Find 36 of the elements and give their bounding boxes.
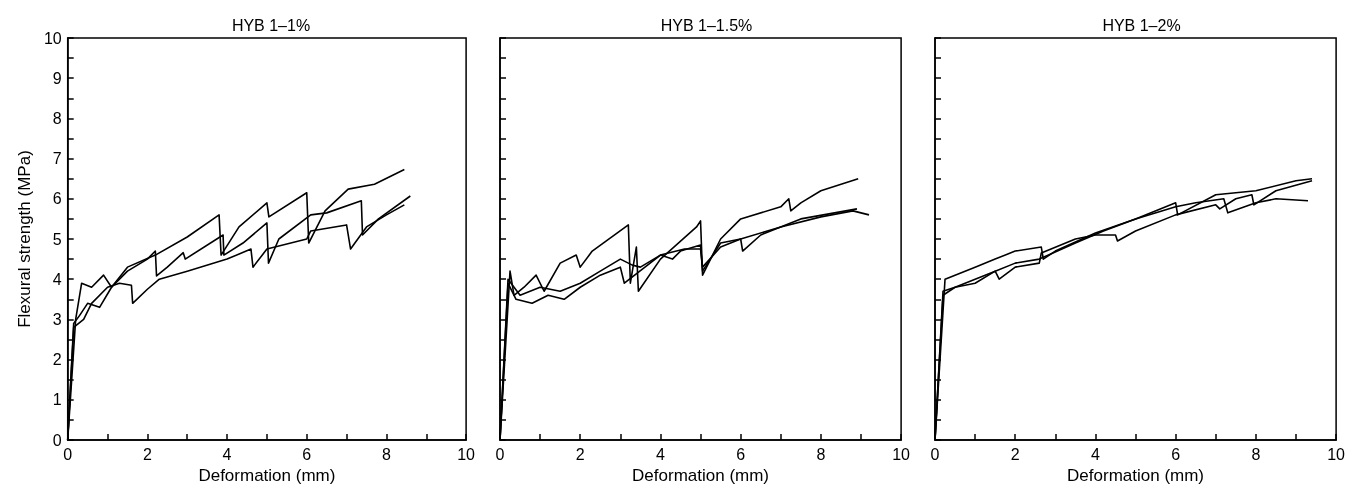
y-tick-label: 7	[52, 150, 62, 168]
y-tick-label: 9	[52, 69, 62, 87]
x-tick-label: 2	[575, 445, 585, 463]
x-tick-label: 2	[142, 445, 152, 463]
y-axis-title: Flexural strength (MPa)	[15, 150, 34, 328]
x-tick-label: 4	[1090, 445, 1100, 463]
x-tick-label: 4	[222, 445, 232, 463]
x-tick-label: 10	[892, 445, 911, 463]
x-tick-label: 0	[63, 445, 73, 463]
x-tick-label: 6	[302, 445, 312, 463]
x-tick-label: 8	[816, 445, 826, 463]
x-tick-label: 10	[457, 445, 476, 463]
y-tick-label: 5	[52, 230, 62, 248]
y-tick-label: 2	[52, 351, 62, 369]
y-tick-label: 3	[52, 310, 62, 328]
x-tick-label: 2	[1010, 445, 1020, 463]
x-axis-title: Deformation (mm)	[198, 465, 336, 485]
chart-title: HYB 1–2%	[1102, 16, 1181, 34]
x-tick-label: 0	[930, 445, 940, 463]
y-tick-label: 4	[52, 270, 62, 288]
x-tick-label: 10	[1327, 445, 1346, 463]
x-axis-title: Deformation (mm)	[632, 465, 770, 485]
x-axis-title: Deformation (mm)	[1067, 465, 1205, 485]
y-tick-label: 6	[52, 190, 62, 208]
y-tick-label: 1	[52, 391, 62, 409]
y-tick-label: 0	[52, 431, 62, 449]
x-tick-label: 6	[736, 445, 746, 463]
x-tick-label: 4	[655, 445, 665, 463]
y-tick-label: 10	[43, 29, 62, 47]
x-tick-label: 8	[1251, 445, 1261, 463]
x-tick-label: 8	[381, 445, 391, 463]
chart-title: HYB 1–1%	[231, 16, 311, 34]
chart-title: HYB 1–1.5%	[660, 16, 753, 34]
x-tick-label: 0	[495, 445, 505, 463]
y-tick-label: 8	[52, 109, 62, 127]
x-tick-label: 6	[1171, 445, 1181, 463]
